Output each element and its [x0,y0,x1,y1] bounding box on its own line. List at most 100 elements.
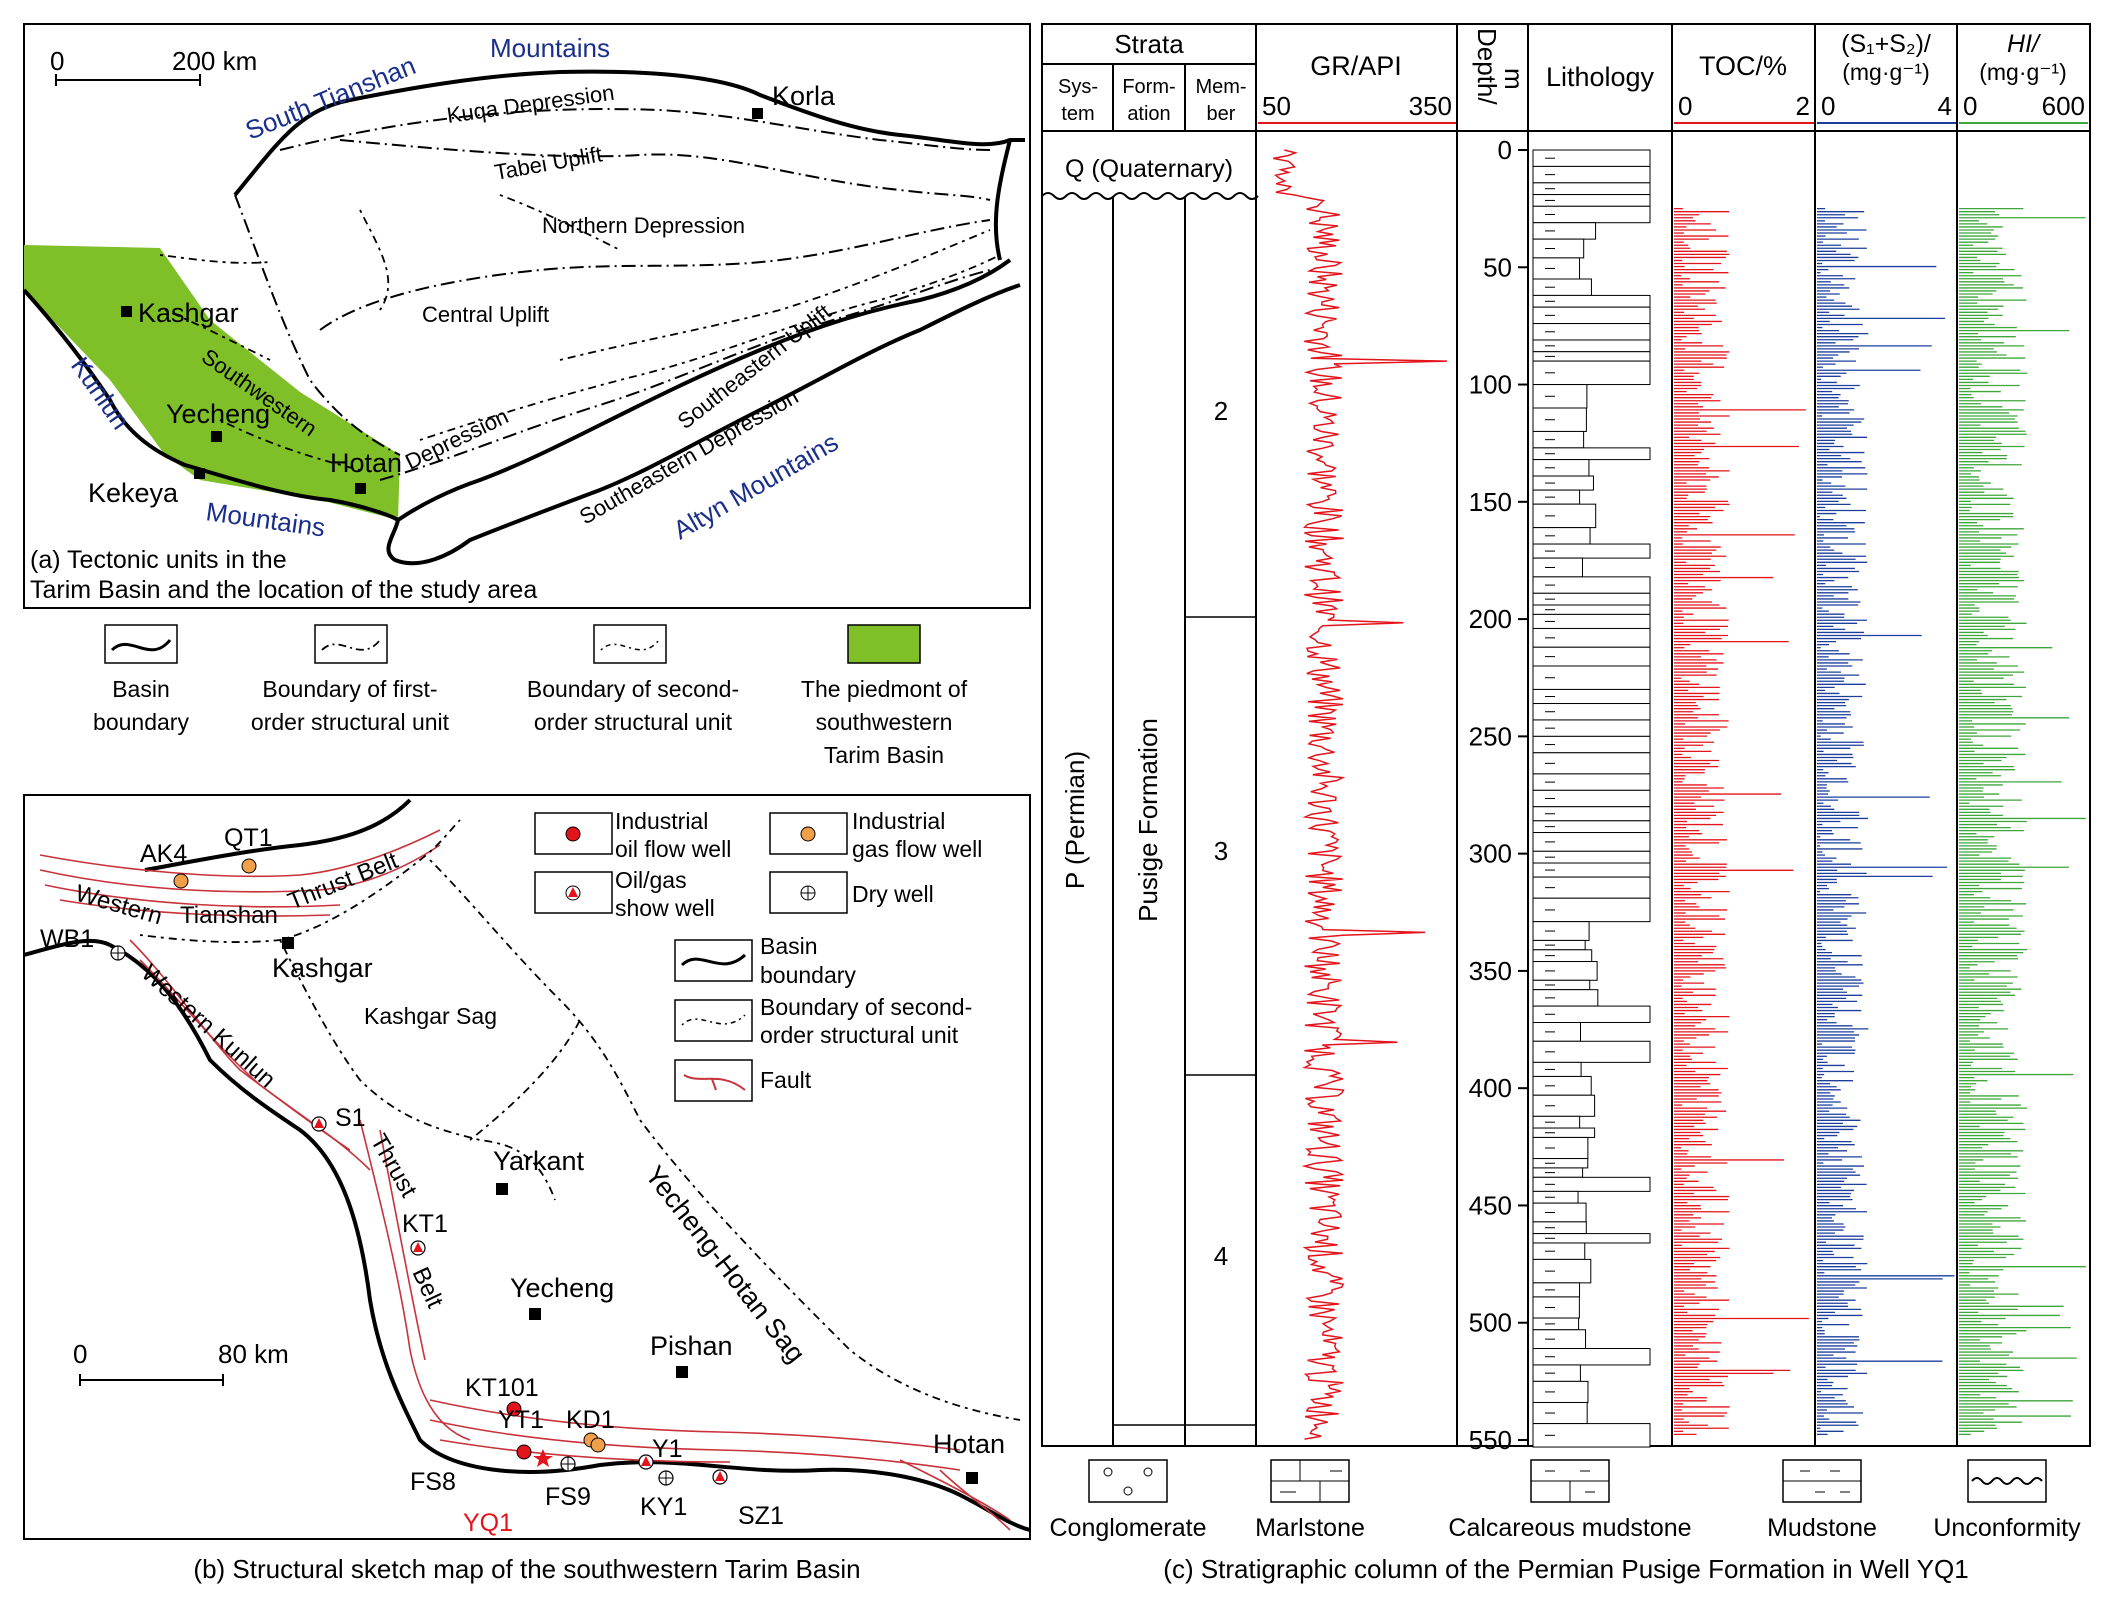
lithology-bed [1532,1167,1584,1178]
well-label: SZ1 [738,1502,784,1530]
show-well-marker [712,1469,728,1485]
depth-tick-label: 300 [1469,839,1512,869]
formation-header: Form- [1122,76,1175,98]
lithology-column [1532,149,1651,1448]
legend-label: The piedmont of [801,676,968,702]
lithology-bed [1532,921,1590,941]
city-marker [496,1183,508,1195]
oil-well-marker [516,1444,532,1460]
well-label: FS8 [410,1468,456,1496]
city-label: Korla [772,81,836,111]
formation-header: ation [1127,103,1170,125]
legend-swatch-conglomerate [1088,1459,1168,1503]
lithology-bed [1532,278,1592,296]
lithology-bed [1532,1329,1587,1350]
basin-boundary-b [144,798,412,872]
basin-boundary-b2 [23,938,1031,1532]
well-label: YT1 [498,1406,544,1434]
hi-header: HI/ [2007,30,2042,58]
lithology-bed [1532,489,1581,505]
panel-b: 0 80 km AK4 QT1 WB1 S1 KT1 KT101 YT1 KD1… [23,794,1031,1540]
legend-label: show well [615,895,715,921]
system-header: Sys- [1058,76,1098,98]
legend-label: order structural unit [760,1022,959,1048]
legend-label: Conglomerate [1049,1514,1206,1542]
system-label: P (Permian) [1060,751,1090,889]
well-label: FS9 [545,1483,591,1511]
basin-boundary-a3 [396,258,1012,522]
legend-label: Unconformity [1933,1514,2081,1542]
lithology-bed [1532,1115,1581,1129]
dry-well-marker [658,1470,674,1486]
city-label: Kekeya [88,478,179,508]
depth-header: Depth/ [1472,28,1502,105]
scale-label-b: 80 km [218,1339,289,1369]
quaternary-label: Q (Quaternary) [1065,155,1233,183]
depth-tick-label: 400 [1469,1073,1512,1103]
legend-label: order structural unit [534,709,733,735]
city-label: Yarkant [493,1146,585,1176]
legend-swatch [769,871,848,914]
mountain-label: Mountains [490,33,610,63]
legend-label: boundary [93,709,189,735]
city-label: Kashgar [272,953,373,983]
depth-tick-label: 450 [1469,1190,1512,1220]
study-well-label: YQ1 [463,1509,513,1537]
legend-label: Industrial [852,808,945,834]
dry-well-marker [110,945,126,961]
lithology-bed [1532,447,1651,461]
lithology-bed [1532,1364,1581,1382]
legend-label: oil flow well [615,836,731,862]
lithology-bed [1532,1423,1651,1448]
lithology-bed [1532,430,1585,449]
depth-tick-label: 550 [1469,1425,1512,1455]
first-order-boundaries [234,108,991,481]
lithology-bed [1532,527,1591,545]
depth-tick-label: 0 [1498,135,1512,165]
unconformity-line [1041,192,1259,200]
legend-swatch-unconformity [1967,1459,2047,1503]
well-label: KT1 [402,1210,448,1238]
panel-a-legend: Basin boundary Boundary of first- order … [93,624,968,768]
well-label: AK4 [140,840,187,868]
lithology-bed [1532,238,1585,259]
show-well-marker [311,1116,327,1132]
lithology-bed [1532,1061,1582,1077]
gr-axis-max: 350 [1409,91,1452,121]
legend-swatch [674,999,753,1042]
hi-axis-min: 0 [1963,91,1977,121]
legend-label: Mudstone [1767,1514,1877,1542]
member-label: 3 [1214,836,1228,866]
legend-label: Calcareous mudstone [1448,1514,1691,1542]
lithology-bed [1532,459,1590,477]
legend-label: gas flow well [852,836,982,862]
unit-label: Tianshan [180,902,278,929]
city-marker [529,1308,541,1320]
system-header: tem [1061,103,1094,125]
city-marker [966,1472,978,1484]
city-label: Yecheng [166,399,270,429]
city-label: Yecheng [510,1273,614,1303]
lithology-bed [1532,222,1597,240]
lithology-bed [1532,989,1599,1007]
depth-tick-label: 500 [1469,1308,1512,1338]
panel-a-caption: Tarim Basin and the location of the stud… [30,576,537,604]
legend-swatch-piedmont [847,624,921,664]
panel-a-caption: (a) Tectonic units in the [30,546,287,574]
panel-c: Strata Sys- tem Form- ation Mem- ber GR/… [1041,23,2091,1455]
lithology-header: Lithology [1546,62,1655,92]
lithology-bed [1532,1040,1651,1063]
lithology-bed [1532,1401,1588,1425]
depth-tick-label: 350 [1469,956,1512,986]
well-label: WB1 [40,925,94,953]
lithology-bed [1532,1136,1589,1160]
depth-header: m [1499,68,1529,90]
scale-zero-a: 0 [50,46,64,76]
legend-label: boundary [760,962,856,988]
city-marker [752,108,763,119]
legend-label: Boundary of second- [527,676,739,702]
panel-b-caption: (b) Structural sketch map of the southwe… [193,1554,860,1584]
legend-swatch [314,624,388,664]
lithology-bed [1532,257,1581,280]
